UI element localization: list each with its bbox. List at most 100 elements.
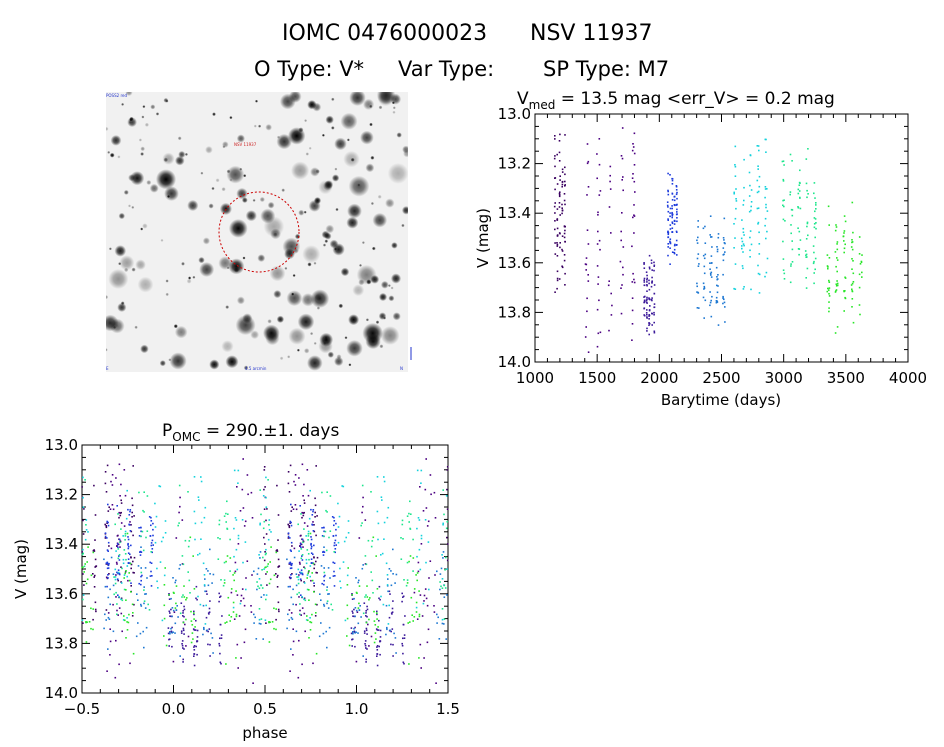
phased-curve-point: [270, 546, 272, 548]
phased-curve-point: [299, 505, 301, 507]
light-curve-point: [844, 243, 846, 246]
phased-curve-point: [323, 603, 325, 606]
phased-curve-point: [306, 588, 309, 591]
light-curve-point: [621, 157, 624, 160]
phased-curve-point: [328, 536, 330, 539]
phased-curve-point: [195, 585, 198, 588]
light-curve-point: [653, 303, 656, 305]
light-curve-point: [844, 220, 847, 223]
phased-curve-point: [413, 616, 416, 618]
light-curve-point: [711, 246, 713, 248]
phased-curve-point: [263, 469, 266, 471]
light-curve-point: [622, 273, 624, 276]
phased-curve-point: [115, 639, 117, 642]
light-curve-point: [651, 281, 653, 283]
light-curve-point: [558, 278, 561, 280]
light-curve-point: [622, 176, 624, 178]
phased-curve-point: [179, 564, 181, 566]
phased-curve-point: [388, 616, 391, 619]
light-curve-point: [671, 207, 673, 210]
phased-curve-point: [334, 548, 337, 550]
light-curve-point: [645, 301, 648, 303]
light-curve-point: [669, 238, 672, 240]
phased-curve-point: [278, 610, 280, 613]
phased-curve-point: [172, 609, 175, 612]
phased-curve-point: [140, 530, 142, 533]
light-curve-point: [843, 310, 845, 312]
phased-curve-point: [289, 522, 291, 524]
light-curve-point: [844, 276, 846, 279]
phased-curve-point: [82, 506, 85, 508]
phased-curve-point: [401, 600, 403, 603]
light-curve-point: [556, 227, 559, 230]
phased-curve-point: [295, 630, 298, 633]
light-curve-point: [556, 242, 558, 244]
phased-curve-point: [104, 613, 106, 616]
finder-star: [298, 209, 305, 216]
light-curve-point: [587, 274, 589, 276]
phased-curve-point: [92, 573, 94, 575]
finder-star: [165, 292, 169, 297]
phased-curve-point: [420, 534, 423, 537]
phased-curve-point: [193, 653, 195, 655]
phased-curve-point: [205, 604, 207, 607]
phased-curve-point: [439, 581, 441, 583]
light-curve-point: [561, 181, 564, 183]
phased-curve-point: [233, 555, 235, 558]
light-curve-point: [585, 326, 587, 328]
phased-curve-point: [168, 598, 171, 600]
light-curve-point: [734, 145, 737, 148]
phased-curve-point: [442, 551, 445, 553]
light-curve-point: [724, 321, 726, 323]
phased-curve-point: [365, 621, 368, 624]
light-curve-point: [852, 231, 854, 234]
phased-curve-point: [183, 596, 186, 598]
finder-star: [265, 124, 273, 131]
light-curve-point: [804, 250, 807, 252]
phased-curve-point: [352, 632, 354, 635]
phased-curve-point: [118, 516, 120, 519]
phased-curve-point: [418, 548, 421, 551]
finder-star: [370, 155, 375, 160]
phased-curve-point: [220, 579, 222, 581]
phased-curve-point: [127, 508, 129, 511]
light-curve-point: [735, 198, 737, 200]
light-curve-point: [633, 281, 636, 284]
light-curve-point: [620, 230, 622, 233]
finder-star: [135, 259, 146, 271]
phased-curve-point: [218, 644, 221, 647]
phased-curve-point: [133, 556, 136, 559]
phased-curve-point: [412, 538, 414, 541]
phased-curve-point: [352, 612, 354, 614]
phased-curve-point: [106, 562, 109, 565]
finder-star: [121, 102, 125, 106]
phased-curve-point: [388, 590, 391, 593]
light-curve-point: [646, 277, 648, 280]
phased-curve-point: [310, 621, 313, 624]
phased-curve-point: [233, 579, 235, 582]
light-curve-point: [851, 282, 854, 285]
light-curve-point: [703, 257, 706, 260]
phased-curve-point: [130, 563, 133, 566]
phased-curve-point: [95, 610, 97, 613]
phased-curve-point: [181, 596, 183, 598]
light-curve-point: [671, 205, 673, 207]
phased-curve-point: [104, 471, 107, 473]
light-curve-point: [741, 240, 744, 243]
phased-curve-point: [143, 491, 145, 493]
phased-curve-point: [203, 628, 205, 631]
phased-curve-point: [310, 544, 312, 546]
phased-curve-point: [392, 573, 394, 575]
x-tick-label: 2000: [640, 369, 678, 387]
phased-curve-point: [94, 566, 96, 568]
light-curve-point: [676, 197, 678, 200]
phased-curve-point: [85, 641, 88, 643]
phased-curve-point: [365, 612, 367, 614]
phased-curve-point: [265, 552, 267, 555]
phased-curve-point: [256, 573, 259, 575]
light-curve-point: [561, 209, 564, 212]
phased-curve-point: [363, 632, 366, 634]
phased-curve-point: [125, 517, 128, 520]
phased-curve-point: [92, 618, 94, 621]
light-curve-point: [648, 254, 651, 257]
